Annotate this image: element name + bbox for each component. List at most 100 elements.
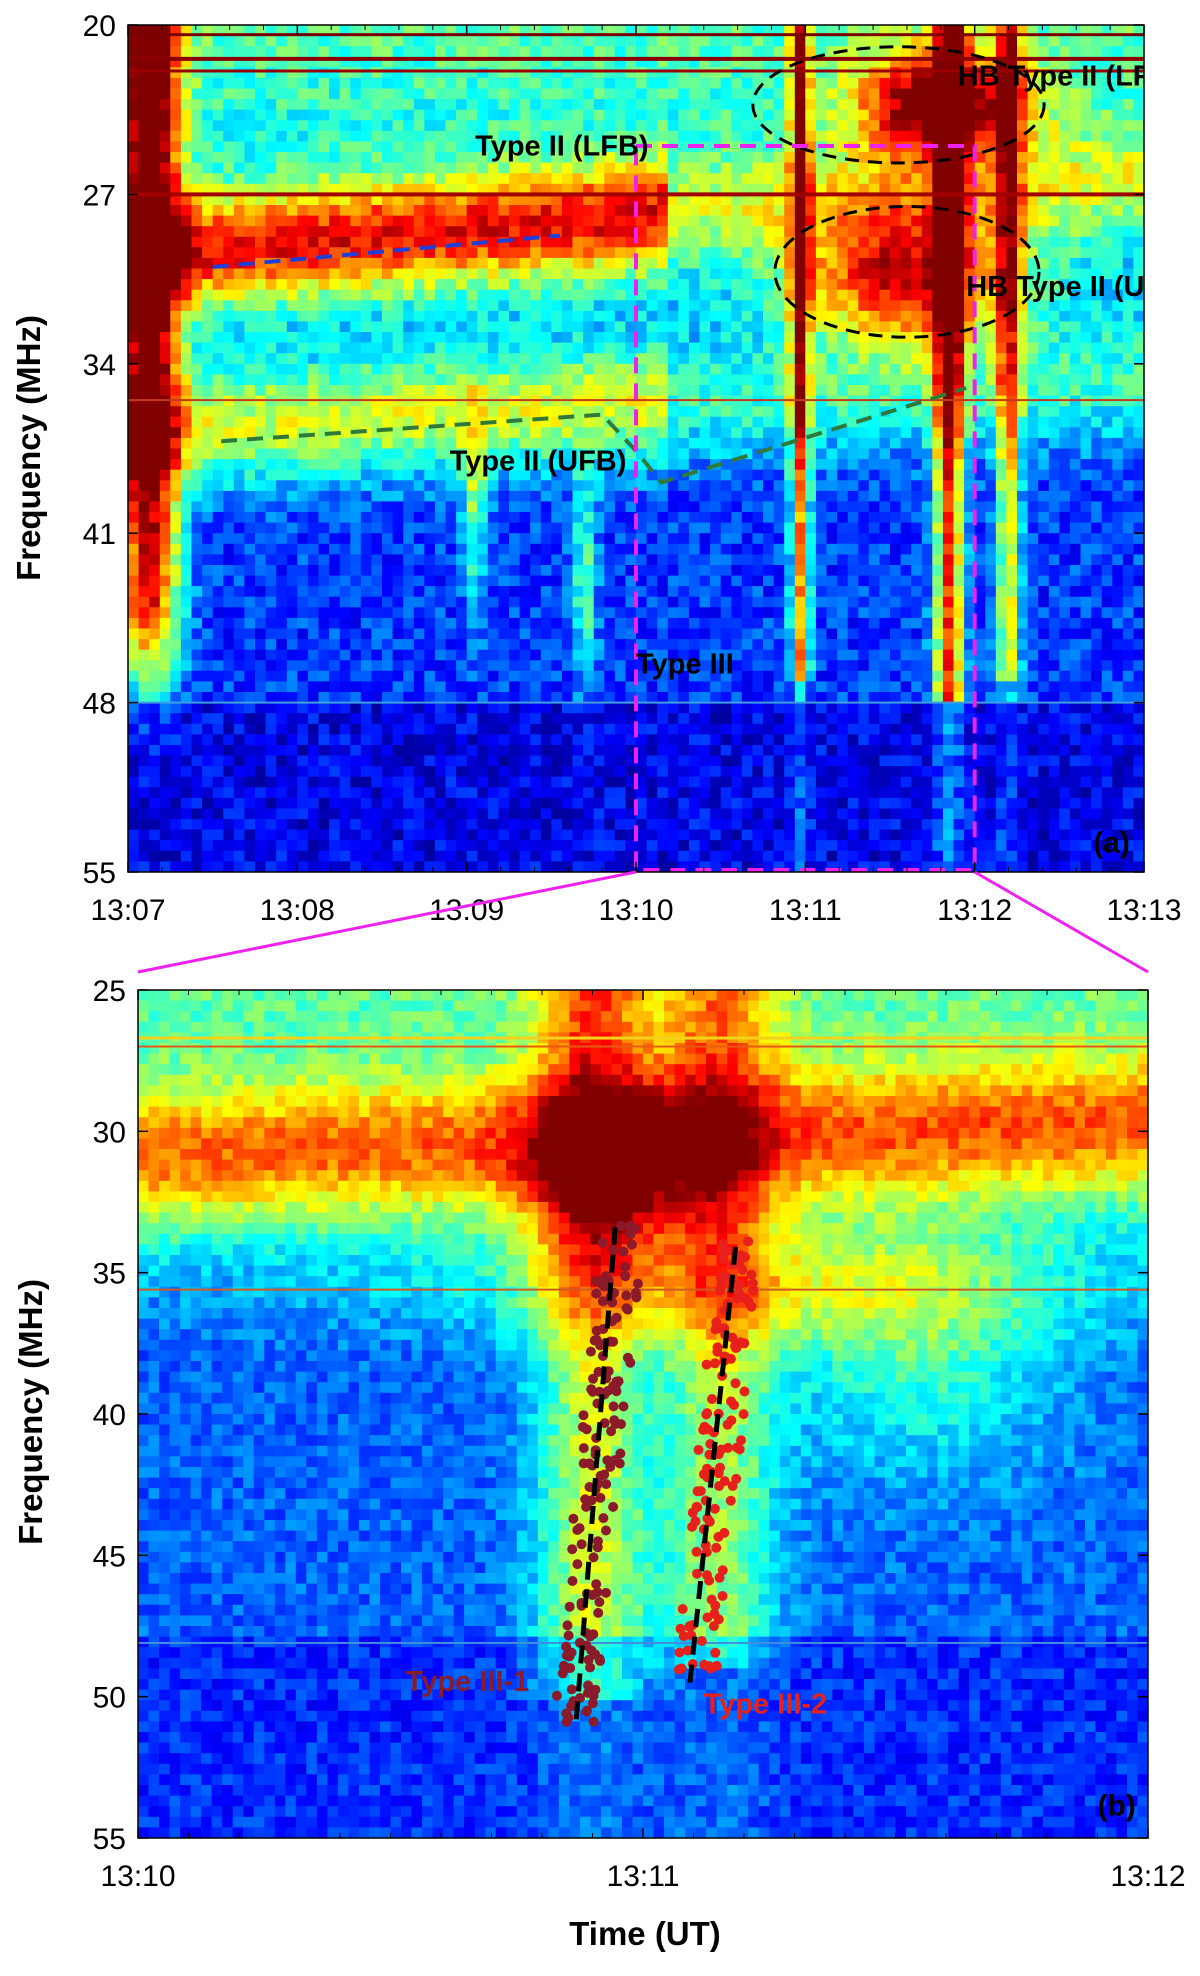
scatter-point <box>605 1461 616 1472</box>
panel-a-axes: 13:07 13:08 13:09 13:10 13:11 13:12 13:1320273… <box>83 10 1182 927</box>
scatter-point <box>593 1607 604 1618</box>
scatter-point <box>702 1463 712 1474</box>
scatter-point <box>597 1237 608 1248</box>
scatter-point <box>748 1285 758 1296</box>
panel-a-heatmap <box>128 25 1144 872</box>
scatter-point <box>718 1239 729 1250</box>
scatter-point <box>586 1384 597 1395</box>
scatter-point <box>608 1401 619 1412</box>
scatter-point <box>631 1292 642 1303</box>
scatter-point <box>588 1716 599 1727</box>
scatter-point <box>608 1244 619 1255</box>
hb-lfb-region <box>751 45 1046 165</box>
scatter-point <box>735 1337 746 1348</box>
scatter-point <box>608 1501 619 1512</box>
scatter-point <box>601 1479 612 1490</box>
scatter-point <box>718 1254 729 1265</box>
scatter-point <box>572 1559 583 1570</box>
panel-b-overlays: Type III-1 Type III-2 (b) <box>406 1220 1136 1822</box>
x-tick-label: 13:10 <box>598 894 673 927</box>
scatter-point <box>593 1366 604 1377</box>
y-tick-label: 55 <box>83 857 116 890</box>
scatter-point <box>723 1442 733 1453</box>
y-tick-label: 48 <box>83 688 116 721</box>
y-tick-label: 30 <box>93 1116 126 1149</box>
lfb-fit <box>212 233 560 269</box>
scatter-point <box>717 1565 728 1576</box>
scatter-point <box>677 1604 688 1614</box>
scatter-point <box>620 1271 631 1282</box>
scatter-point <box>576 1539 587 1550</box>
scatter-point <box>626 1239 637 1250</box>
scatter-point <box>588 1373 598 1384</box>
scatter-point <box>736 1435 747 1446</box>
panel-b-ylabel: Frequency (MHz) <box>12 1279 49 1545</box>
scatter-point <box>682 1645 693 1656</box>
y-tick-label: 40 <box>93 1399 126 1432</box>
scatter-point <box>561 1641 572 1652</box>
scatter-point <box>713 1614 724 1625</box>
panel-a-spectrogram: Type II (LFB) HB Type II (LFB) HB Type II … <box>10 10 1182 927</box>
scatter-point <box>746 1269 757 1280</box>
scatter-point <box>578 1443 589 1454</box>
scatter-point <box>711 1542 722 1553</box>
scatter-point <box>583 1680 594 1691</box>
scatter-point <box>710 1600 721 1611</box>
scatter-point <box>585 1662 596 1673</box>
y-tick-label: 50 <box>93 1682 126 1715</box>
scatter-point <box>597 1296 608 1307</box>
y-tick-label: 45 <box>93 1540 126 1573</box>
panel-a-annotation: Type II (LFB) <box>475 131 648 163</box>
scatter-point <box>614 1458 625 1469</box>
scatter-point <box>692 1568 702 1579</box>
scatter-point <box>738 1409 749 1420</box>
panel-b-annotation: Type III-2 <box>704 1689 828 1721</box>
scatter-point <box>587 1698 598 1709</box>
y-tick-label: 34 <box>83 349 116 382</box>
x-tick-label: 13:11 <box>607 1860 680 1893</box>
scatter-point <box>608 1381 619 1392</box>
scatter-point <box>564 1601 575 1612</box>
scatter-point <box>715 1462 725 1473</box>
panel-b-spectrogram: Type III-1 Type III-2 (b) 13:10 13:11 13:12 2… <box>12 975 1186 1952</box>
scatter-point <box>581 1501 592 1512</box>
scatter-point <box>551 1690 562 1701</box>
y-tick-label: 55 <box>93 1823 126 1856</box>
scatter-point <box>568 1513 579 1524</box>
scatter-point <box>710 1358 720 1369</box>
scatter-point <box>618 1246 629 1257</box>
scatter-point <box>598 1513 609 1524</box>
panel-b-xlabel: Time (UT) <box>569 1915 721 1952</box>
y-tick-label: 41 <box>83 518 116 551</box>
scatter-point <box>719 1527 730 1538</box>
scatter-point <box>620 1261 631 1272</box>
scatter-point <box>717 1591 728 1601</box>
scatter-point <box>567 1544 578 1555</box>
scatter-point <box>733 1288 744 1299</box>
scatter-point <box>563 1712 574 1723</box>
scatter-point <box>622 1304 633 1315</box>
scatter-point <box>572 1525 583 1535</box>
scatter-point <box>702 1513 713 1524</box>
scatter-point <box>601 1587 611 1598</box>
scatter-point <box>707 1394 717 1405</box>
scatter-point <box>592 1587 603 1598</box>
x-tick-label: 13:07 <box>90 894 165 927</box>
scatter-point <box>594 1653 605 1664</box>
scatter-point <box>698 1424 709 1435</box>
type-iii-2-fit <box>687 1238 739 1683</box>
scatter-point <box>565 1663 576 1674</box>
panel-a-annotation: (a) <box>1093 827 1130 860</box>
scatter-point <box>589 1335 600 1346</box>
scatter-point <box>564 1651 575 1662</box>
y-tick-label: 25 <box>93 975 126 1008</box>
panel-b-axes: 13:10 13:11 13:12 25 30 35 40 45 50 55 <box>93 975 1186 1893</box>
scatter-point <box>715 1285 725 1296</box>
scatter-point <box>621 1290 632 1301</box>
scatter-point <box>588 1552 599 1563</box>
panel-b-annotation: Type III-1 <box>406 1666 530 1698</box>
panel-b-heatmap <box>138 990 1148 1838</box>
scatter-point <box>583 1654 594 1665</box>
scatter-point <box>696 1636 707 1646</box>
